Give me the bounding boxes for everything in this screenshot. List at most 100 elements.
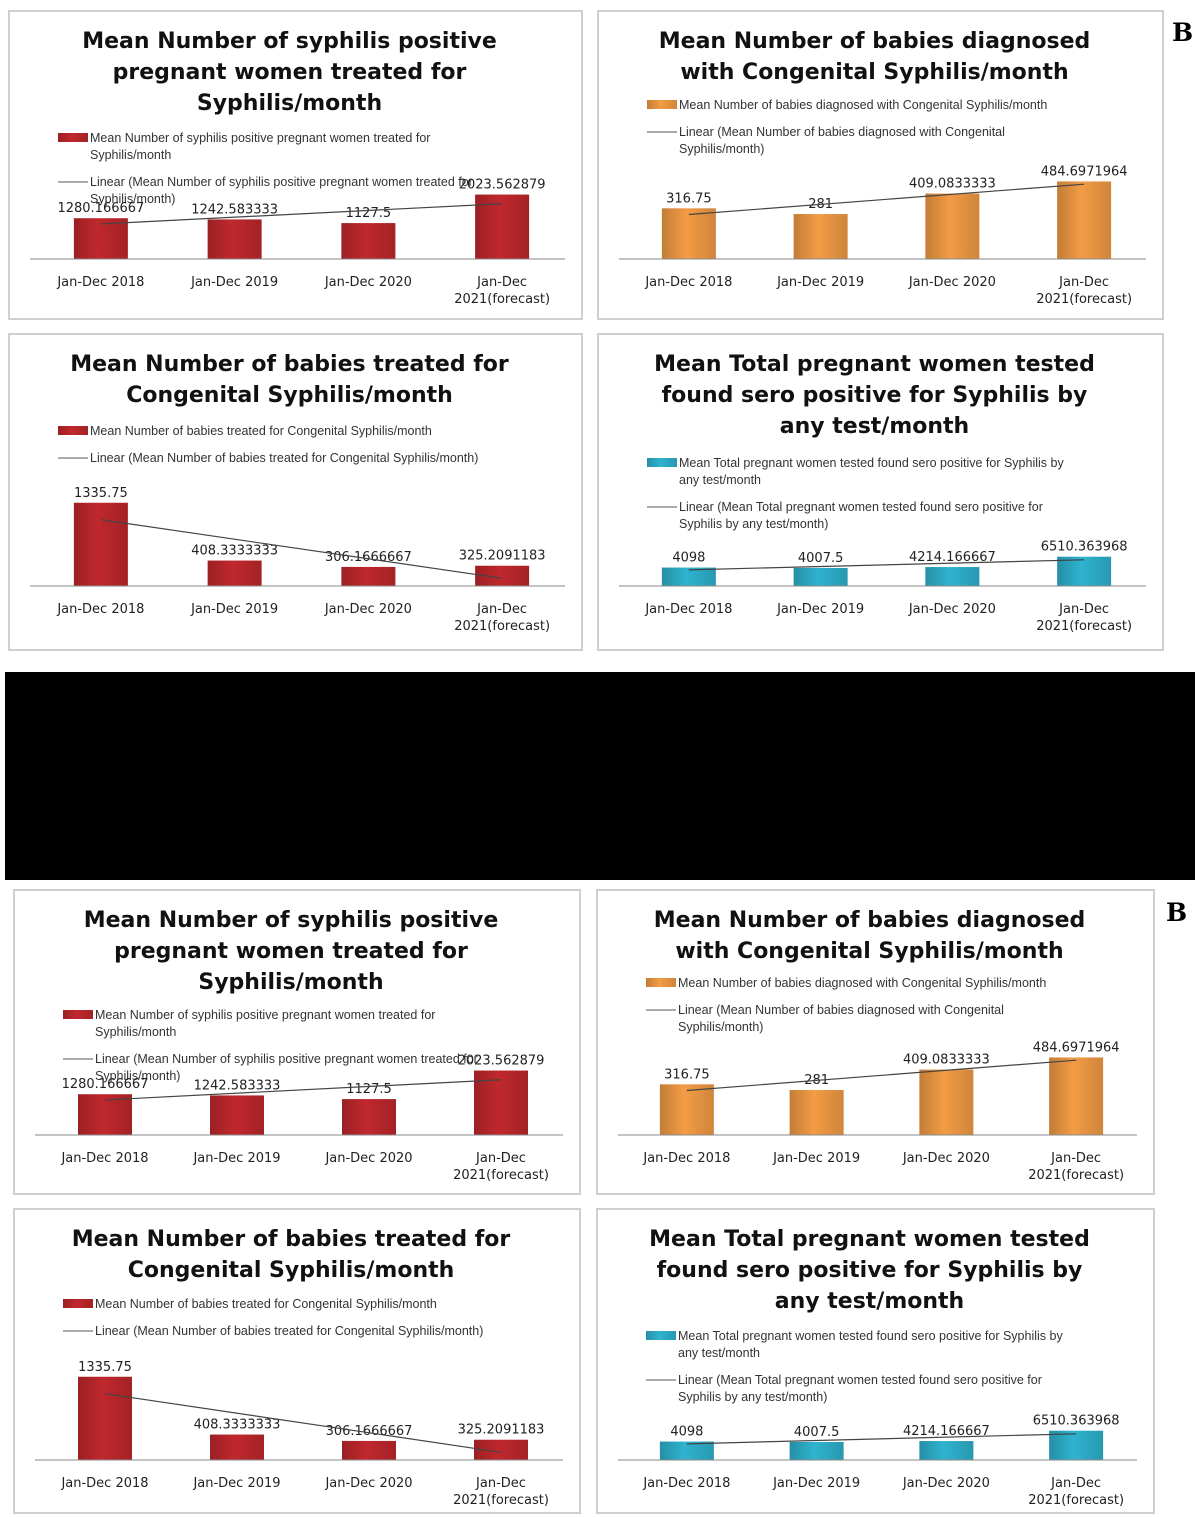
data-label-2: 1242.583333 xyxy=(191,202,278,217)
x-tick-label-3: Jan-Dec 2020 xyxy=(902,1151,990,1166)
chart-title-line: Mean Number of syphilis positive xyxy=(84,908,499,933)
data-label-4: 2023.562879 xyxy=(458,1054,545,1069)
legend-swatch xyxy=(647,100,677,109)
bar-1 xyxy=(78,1376,132,1460)
data-label-3: 306.1666667 xyxy=(325,550,412,565)
data-label-4: 6510.363968 xyxy=(1041,540,1128,555)
chart-svg: Mean Number of babies diagnosed with Cong… xyxy=(618,908,1137,1183)
bar-1 xyxy=(661,208,716,259)
data-label-3: 4214.166667 xyxy=(909,550,996,565)
data-label-3: 306.1666667 xyxy=(326,1424,413,1439)
bar-3 xyxy=(919,1441,974,1460)
trendline xyxy=(100,519,503,579)
data-label-3: 4214.166667 xyxy=(903,1424,990,1439)
chart-title-line: Mean Number of babies diagnosed xyxy=(654,908,1085,933)
legend-swatch xyxy=(58,426,88,435)
chart-title-line: Mean Total pregnant women tested xyxy=(649,1227,1090,1252)
bar-4 xyxy=(475,565,530,586)
legend-label: Syphilis/month) xyxy=(95,1069,180,1083)
x-tick-label-2: Jan-Dec 2019 xyxy=(192,1151,280,1166)
bar-3 xyxy=(919,1069,974,1135)
x-tick-label-3: Jan-Dec 2020 xyxy=(324,1151,412,1166)
data-label-2: 408.3333333 xyxy=(194,1418,281,1433)
x-tick-label-4: Jan-Dec xyxy=(476,602,527,617)
data-label-1: 1335.75 xyxy=(74,486,128,501)
chart-svg: Mean Number of babies treated for Congeni… xyxy=(30,352,565,634)
x-tick-label-4: 2021(forecast) xyxy=(1028,1168,1124,1183)
black-band xyxy=(5,672,1195,880)
x-tick-label-2: Jan-Dec 2019 xyxy=(190,602,278,617)
legend-label: Mean Number of babies treated for Congen… xyxy=(90,424,432,438)
data-label-2: 4007.5 xyxy=(798,551,844,566)
legend-label: any test/month xyxy=(678,1346,760,1360)
data-label-4: 484.6971964 xyxy=(1033,1040,1120,1055)
x-tick-label-3: Jan-Dec 2020 xyxy=(324,275,412,290)
data-label-3: 409.0833333 xyxy=(903,1053,990,1068)
x-tick-label-3: Jan-Dec 2020 xyxy=(324,1476,412,1491)
x-tick-label-2: Jan-Dec 2019 xyxy=(772,1476,860,1491)
x-tick-label-3: Jan-Dec 2020 xyxy=(908,275,996,290)
x-tick-label-4: Jan-Dec xyxy=(475,1476,526,1491)
x-tick-label-3: Jan-Dec 2020 xyxy=(902,1476,990,1491)
x-tick-label-1: Jan-Dec 2018 xyxy=(642,1151,730,1166)
chart-panel-3: Mean Number of babies treated for Congeni… xyxy=(8,333,583,651)
bar-3 xyxy=(925,193,980,259)
data-label-1: 1280.166667 xyxy=(62,1077,149,1092)
chart-title-line: any test/month xyxy=(780,414,969,439)
legend-swatch xyxy=(63,1299,93,1308)
data-label-4: 325.2091183 xyxy=(458,1423,545,1438)
bar-1 xyxy=(78,1094,132,1135)
chart-svg: Mean Total pregnant women tested found se… xyxy=(619,352,1146,634)
data-label-1: 4098 xyxy=(672,551,705,566)
x-tick-label-4: 2021(forecast) xyxy=(1036,619,1132,634)
chart-title-line: found sero positive for Syphilis by xyxy=(662,383,1088,408)
legend-label: Mean Number of babies treated for Congen… xyxy=(95,1297,437,1311)
data-label-1: 4098 xyxy=(670,1425,703,1440)
chart-title-line: Mean Number of babies treated for xyxy=(72,1227,511,1252)
data-label-1: 1335.75 xyxy=(78,1360,132,1375)
x-tick-label-2: Jan-Dec 2019 xyxy=(190,275,278,290)
bar-4 xyxy=(1057,181,1112,259)
chart-panel-4: Mean Total pregnant women tested found se… xyxy=(597,333,1164,651)
x-tick-label-2: Jan-Dec 2019 xyxy=(192,1476,280,1491)
bar-2 xyxy=(789,1441,844,1460)
chart-title-line: with Congenital Syphilis/month xyxy=(680,60,1068,85)
legend-label: Mean Number of syphilis positive pregnan… xyxy=(95,1008,435,1022)
trendline xyxy=(688,183,1085,216)
chart-panel-5: Mean Number of syphilis positive pregnant… xyxy=(13,889,581,1195)
trendline xyxy=(104,1079,502,1101)
x-tick-label-1: Jan-Dec 2018 xyxy=(644,602,732,617)
chart-svg: Mean Number of syphilis positive pregnant… xyxy=(30,29,565,307)
legend-label: Syphilis/month xyxy=(90,148,171,162)
chart-svg: Mean Number of babies treated for Congeni… xyxy=(35,1227,563,1508)
bar-4 xyxy=(475,194,530,259)
trendline xyxy=(104,1393,502,1453)
chart-title-line: with Congenital Syphilis/month xyxy=(675,939,1063,964)
legend-swatch xyxy=(646,978,676,987)
legend-label: Linear (Mean Number of babies diagnosed … xyxy=(679,125,1005,139)
bar-3 xyxy=(341,223,396,259)
legend-label: Linear (Mean Number of babies diagnosed … xyxy=(678,1003,1004,1017)
chart-title-line: pregnant women treated for xyxy=(114,939,468,964)
legend-label: Mean Number of babies diagnosed with Con… xyxy=(678,976,1046,990)
chart-title-line: found sero positive for Syphilis by xyxy=(657,1258,1083,1283)
x-tick-label-4: Jan-Dec xyxy=(1050,1151,1101,1166)
x-tick-label-4: 2021(forecast) xyxy=(453,1493,549,1508)
data-label-2: 4007.5 xyxy=(794,1425,840,1440)
data-label-1: 1280.166667 xyxy=(57,201,144,216)
bar-1 xyxy=(73,218,128,259)
x-tick-label-4: 2021(forecast) xyxy=(454,619,550,634)
data-label-4: 2023.562879 xyxy=(459,178,546,193)
legend-label: Mean Total pregnant women tested found s… xyxy=(679,456,1064,470)
bar-2 xyxy=(793,567,848,586)
bar-2 xyxy=(207,560,262,586)
bar-3 xyxy=(342,1440,396,1460)
data-label-1: 316.75 xyxy=(664,1067,710,1082)
chart-panel-8: Mean Total pregnant women tested found se… xyxy=(596,1208,1155,1514)
legend-swatch xyxy=(58,133,88,142)
x-tick-label-4: 2021(forecast) xyxy=(454,292,550,307)
x-tick-label-4: Jan-Dec xyxy=(1058,602,1109,617)
legend-label: Linear (Mean Number of syphilis positive… xyxy=(90,175,473,189)
legend-label: any test/month xyxy=(679,473,761,487)
data-label-2: 1242.583333 xyxy=(194,1078,281,1093)
